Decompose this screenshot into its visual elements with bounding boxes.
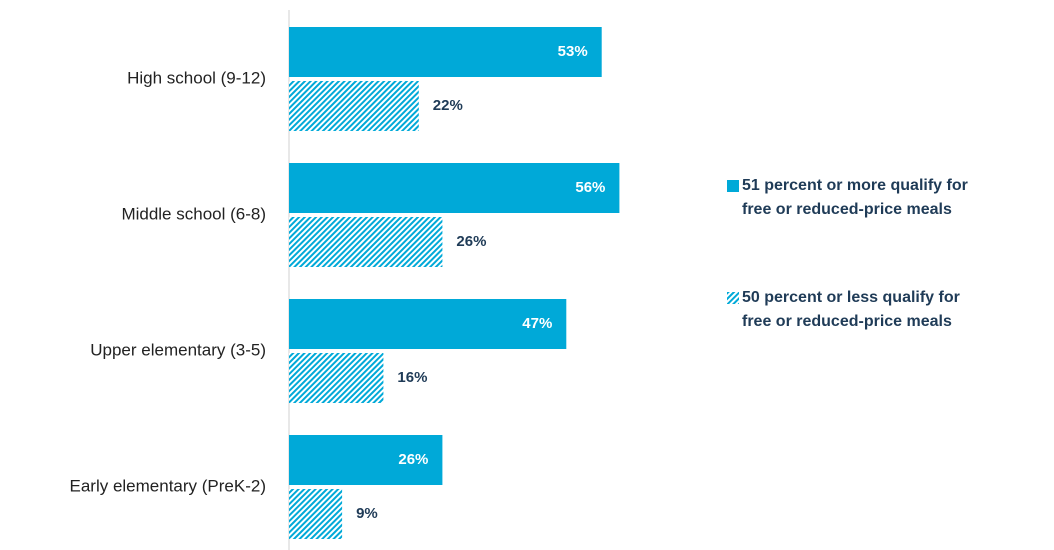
legend-label: 51 percent or more qualify for free or r… [742, 177, 968, 218]
data-label: 22% [433, 97, 463, 114]
bar [289, 299, 567, 349]
data-label: 56% [575, 179, 605, 196]
category-label: Early elementary (PreK-2) [69, 476, 266, 495]
bar [289, 217, 443, 267]
bar [289, 435, 443, 485]
legend-swatch [727, 292, 739, 304]
bar [289, 163, 620, 213]
legend-label: 50 percent or less qualify for free or r… [742, 289, 960, 330]
data-label: 26% [398, 451, 428, 468]
data-label: 26% [456, 233, 486, 250]
bar [289, 81, 419, 131]
category-label: High school (9-12) [127, 68, 266, 87]
data-label: 9% [356, 505, 378, 522]
legend-swatch [727, 180, 739, 192]
legend-item: 50 percent or less qualify for free or r… [727, 286, 982, 334]
category-label: Upper elementary (3-5) [90, 340, 266, 359]
category-label: Middle school (6-8) [121, 204, 266, 223]
data-label: 47% [522, 315, 552, 332]
bar [289, 27, 602, 77]
data-label: 16% [397, 369, 427, 386]
data-label: 53% [558, 43, 588, 60]
bar [289, 489, 343, 539]
legend-item: 51 percent or more qualify for free or r… [727, 174, 982, 222]
bar [289, 353, 384, 403]
